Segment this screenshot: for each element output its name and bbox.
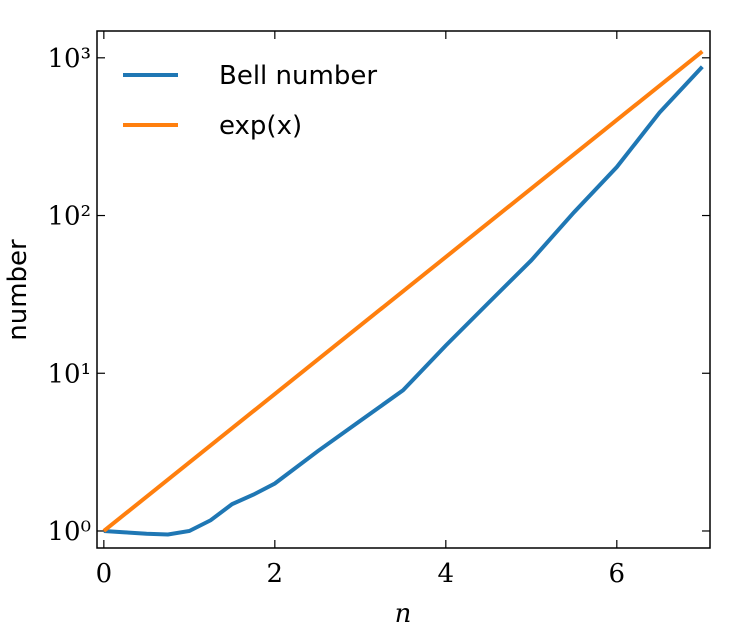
legend-label: exp(x) [219,111,302,141]
y-tick-label: 10³ [47,44,91,74]
x-axis-label: n [395,599,412,629]
y-tick-label: 10¹ [47,359,91,389]
y-axis-label: number [3,239,33,341]
y-tick-label: 10⁰ [47,517,91,547]
plot-frame [96,30,711,549]
x-tick-label: 2 [267,559,284,589]
x-tick-label: 0 [96,559,113,589]
line [103,65,704,537]
y-tick-label: 10² [47,202,91,232]
line [102,49,704,533]
x-tick-label: 6 [609,559,626,589]
x-tick-label: 4 [438,559,455,589]
legend-label: Bell number [219,61,377,91]
